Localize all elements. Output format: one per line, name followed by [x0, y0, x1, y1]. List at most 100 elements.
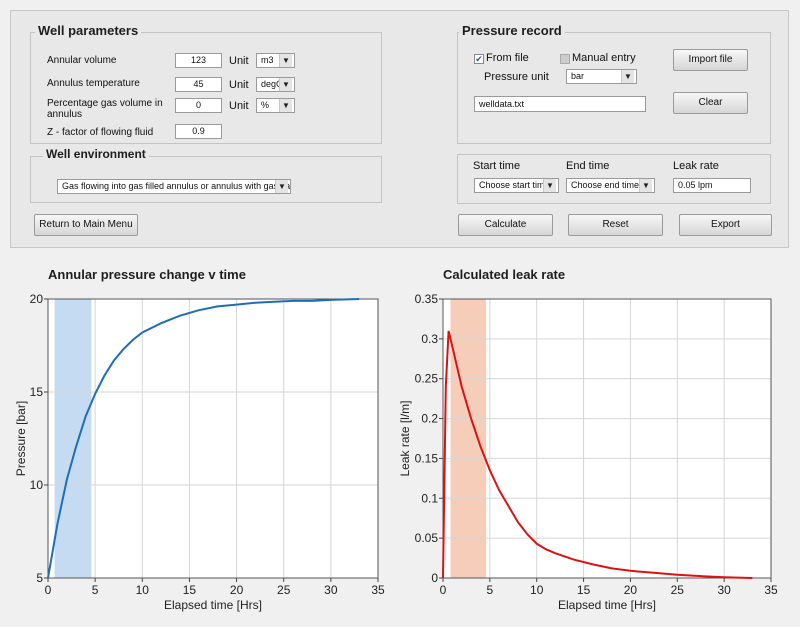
y-tick-label: 0.2	[421, 412, 438, 426]
x-tick-label: 0	[45, 583, 52, 597]
leak-rate-input[interactable]: 0.05 lpm	[673, 178, 751, 193]
gas-volume-label-line2: annulus	[47, 109, 83, 120]
annular-volume-input[interactable]: 123	[175, 53, 222, 68]
x-tick-label: 15	[183, 583, 197, 597]
y-tick-label: 20	[30, 292, 44, 306]
x-axis-label: Elapsed time [Hrs]	[558, 598, 656, 612]
manual-entry-checkbox[interactable]	[560, 54, 570, 64]
y-tick-label: 10	[30, 478, 44, 492]
annulus-temperature-unit-label: Unit	[229, 79, 249, 91]
gas-volume-unit-value: %	[261, 100, 270, 110]
reset-button[interactable]: Reset	[568, 214, 663, 236]
x-tick-label: 20	[624, 583, 638, 597]
time-controls-group	[457, 154, 771, 204]
y-tick-label: 0.35	[415, 292, 439, 306]
annular-volume-unit-select[interactable]: m3 ▼	[256, 53, 295, 68]
chevron-down-icon: ▼	[279, 54, 292, 67]
pressure-chart-title: Annular pressure change v time	[48, 267, 246, 282]
chevron-down-icon: ▼	[279, 78, 292, 91]
chevron-down-icon: ▼	[621, 70, 634, 83]
annulus-temperature-input[interactable]: 45	[175, 77, 222, 92]
plot-area	[442, 298, 772, 579]
well-parameters-title: Well parameters	[35, 23, 142, 38]
annular-volume-label: Annular volume	[47, 55, 117, 66]
file-name-input[interactable]: welldata.txt	[474, 96, 646, 112]
gas-volume-label-line1: Percentage gas volume in	[47, 98, 163, 109]
annulus-temperature-label: Annulus temperature	[47, 78, 140, 89]
export-button[interactable]: Export	[679, 214, 772, 236]
x-tick-label: 10	[136, 583, 150, 597]
series-line	[442, 330, 753, 579]
z-factor-input[interactable]: 0.9	[175, 124, 222, 139]
end-time-select[interactable]: Choose end time ▼	[566, 178, 655, 193]
settings-panel	[10, 10, 789, 248]
selected-time-range	[450, 299, 487, 578]
plot-border	[47, 298, 379, 579]
import-file-button[interactable]: Import file	[673, 49, 748, 71]
start-time-label: Start time	[473, 160, 521, 172]
z-factor-label: Z - factor of flowing fluid	[47, 127, 154, 138]
annular-volume-unit-label: Unit	[229, 55, 249, 67]
x-tick-label: 5	[487, 583, 494, 597]
y-axis-label: Pressure [bar]	[14, 401, 28, 476]
gas-volume-unit-select[interactable]: % ▼	[256, 98, 295, 113]
series-line	[47, 298, 360, 579]
annulus-temperature-unit-select[interactable]: degC ▼	[256, 77, 295, 92]
well-parameters-group	[30, 32, 382, 144]
well-environment-select[interactable]: Gas flowing into gas filled annulus or a…	[57, 179, 291, 194]
well-environment-group	[30, 156, 382, 203]
from-file-label: From file	[486, 52, 529, 64]
leak-rate-label: Leak rate	[673, 160, 719, 172]
pressure-unit-select[interactable]: bar ▼	[566, 69, 637, 84]
y-tick-label: 15	[30, 385, 44, 399]
well-environment-title: Well environment	[43, 147, 149, 161]
end-time-label: End time	[566, 160, 610, 172]
x-tick-label: 0	[440, 583, 447, 597]
clear-button[interactable]: Clear	[673, 92, 748, 114]
x-tick-label: 35	[764, 583, 778, 597]
chevron-down-icon: ▼	[543, 179, 556, 192]
y-axis-label: Leak rate [l/m]	[398, 400, 412, 476]
from-file-checkbox[interactable]: ✔	[474, 54, 484, 64]
chevron-down-icon: ▼	[639, 179, 652, 192]
y-tick-label: 0.15	[415, 451, 439, 465]
x-tick-label: 30	[324, 583, 338, 597]
x-tick-label: 25	[671, 583, 685, 597]
x-tick-label: 30	[717, 583, 731, 597]
x-tick-label: 25	[277, 583, 291, 597]
x-tick-label: 20	[230, 583, 244, 597]
pressure-record-group	[457, 32, 771, 144]
gas-volume-input[interactable]: 0	[175, 98, 222, 113]
y-tick-label: 0.25	[415, 372, 439, 386]
y-tick-label: 5	[36, 571, 43, 585]
x-tick-label: 35	[371, 583, 385, 597]
plot-border	[442, 298, 772, 579]
calculate-button[interactable]: Calculate	[458, 214, 553, 236]
plot-area	[47, 298, 379, 579]
end-time-value: Choose end time	[571, 180, 640, 190]
start-time-value: Choose start time	[479, 180, 550, 190]
x-axis-label: Elapsed time [Hrs]	[164, 598, 262, 612]
leak-rate-chart: 0 5 10 15 20 25 30 35 0 0.05 0.1 0.15 0.2 0.25 0.3 0.35…	[398, 292, 778, 612]
pressure-record-title: Pressure record	[459, 23, 565, 38]
y-tick-label: 0.05	[415, 531, 439, 545]
gas-volume-unit-label: Unit	[229, 100, 249, 112]
pressure-unit-label: Pressure unit	[484, 71, 549, 83]
y-tick-label: 0.1	[421, 491, 438, 505]
annular-volume-unit-value: m3	[261, 55, 274, 65]
start-time-select[interactable]: Choose start time ▼	[474, 178, 559, 193]
manual-entry-label: Manual entry	[572, 52, 636, 64]
chevron-down-icon: ▼	[279, 99, 292, 112]
return-main-menu-button[interactable]: Return to Main Menu	[34, 214, 138, 236]
x-tick-label: 10	[530, 583, 544, 597]
y-tick-label: 0.3	[421, 332, 438, 346]
well-environment-value: Gas flowing into gas filled annulus or a…	[62, 181, 291, 191]
selected-time-range	[54, 299, 92, 578]
chevron-down-icon: ▼	[275, 180, 288, 193]
leak-chart-title: Calculated leak rate	[443, 267, 566, 282]
annulus-temperature-unit-value: degC	[261, 79, 283, 89]
x-tick-label: 5	[92, 583, 99, 597]
pressure-unit-value: bar	[571, 71, 585, 81]
x-tick-label: 15	[577, 583, 591, 597]
